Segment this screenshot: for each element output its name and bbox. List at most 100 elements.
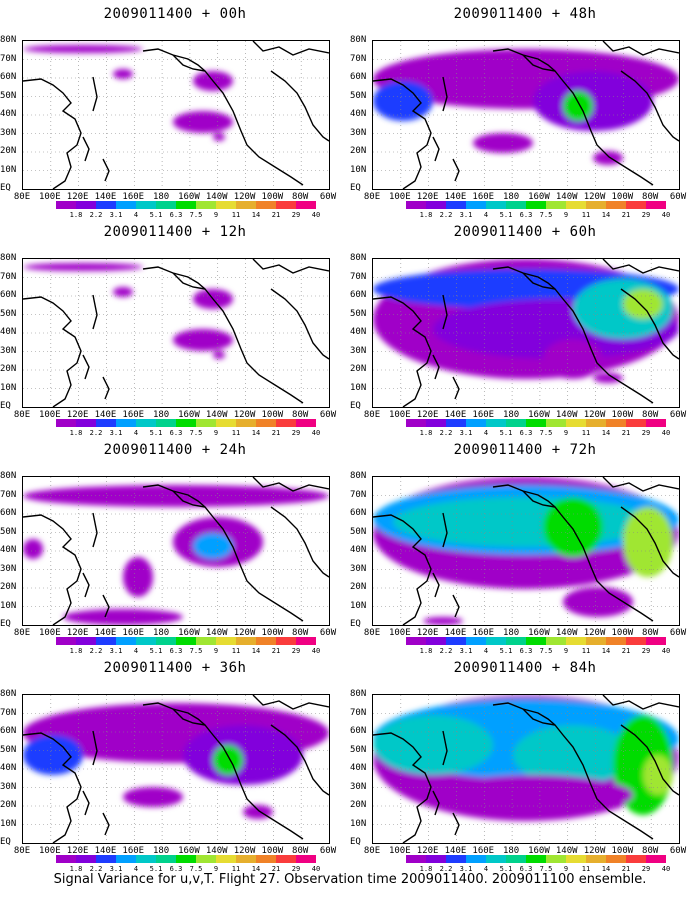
graticule	[23, 259, 329, 407]
map-plot	[22, 40, 330, 190]
shading-blob	[623, 289, 663, 319]
colorbar-label: 9	[213, 211, 219, 219]
longitude-label: 120W	[583, 192, 606, 202]
colorbar-swatch	[506, 419, 526, 427]
longitude-label: 160E	[472, 628, 495, 638]
longitude-label: 140E	[444, 628, 467, 638]
colorbar-label: 11	[581, 211, 591, 219]
latitude-label: 70N	[0, 271, 17, 282]
latitude-label: 70N	[350, 707, 367, 718]
colorbar-swatch	[176, 201, 196, 209]
colorbar-swatch	[406, 201, 426, 209]
longitude-label: 80W	[642, 628, 659, 638]
colorbar-label: 7.5	[539, 211, 553, 219]
colorbar-swatch	[196, 855, 216, 863]
latitude-label: 70N	[350, 53, 367, 64]
longitude-label: 140E	[94, 846, 117, 856]
map-plot	[22, 476, 330, 626]
colorbar-label: 21	[621, 865, 631, 873]
shading-blob	[213, 133, 225, 141]
coastline	[172, 54, 206, 72]
latitude-label: EQ	[0, 837, 11, 847]
longitude-label: 140E	[94, 410, 117, 420]
longitude-label: 100W	[261, 410, 284, 420]
longitude-label: 140E	[444, 410, 467, 420]
latitude-label: 20N	[350, 582, 367, 592]
graticule	[373, 259, 679, 407]
latitude-label: 30N	[0, 563, 17, 574]
latitude-label: 20N	[350, 146, 367, 156]
shading-blob	[393, 497, 653, 547]
coastline	[82, 136, 90, 162]
coastline	[373, 514, 432, 625]
latitude-label: 50N	[350, 308, 367, 319]
coastline	[432, 790, 440, 816]
coastline	[270, 288, 329, 360]
latitude-label: 80N	[350, 35, 367, 45]
colorbar-label: 5.1	[149, 429, 163, 437]
coastline	[142, 266, 304, 404]
colorbar-label: 14	[251, 647, 261, 655]
longitude-label: 120W	[233, 846, 256, 856]
panel-title: 2009011400 + 84h	[453, 660, 597, 676]
map-panel: 2009011400 + 60h 80N 70N 60N 50N 40N 30N 20N 10N…	[350, 218, 700, 437]
colorbar-swatch	[156, 201, 176, 209]
coastline	[373, 296, 432, 407]
shading-blob	[123, 787, 183, 807]
latitude-label: 20N	[0, 582, 17, 592]
colorbar-label: 1.8	[69, 429, 83, 437]
latitude-label: 80N	[350, 253, 367, 263]
colorbar-swatch	[626, 419, 646, 427]
colorbar-label: 11	[231, 647, 241, 655]
shading-blob	[23, 263, 143, 271]
colorbar-label: 29	[641, 211, 651, 219]
shading-blob	[543, 339, 603, 379]
longitude-label: 120E	[66, 628, 89, 638]
latitude-label: 40N	[0, 327, 17, 337]
colorbar-swatch	[546, 419, 566, 427]
latitude-label: 30N	[0, 127, 17, 138]
colorbar-swatch	[96, 419, 116, 427]
colorbar-swatch	[236, 419, 256, 427]
latitude-label: 20N	[0, 146, 17, 156]
colorbar-label: 5.1	[149, 647, 163, 655]
coastline	[82, 790, 90, 816]
colorbar-swatch	[426, 637, 446, 645]
shading-blob	[373, 715, 493, 775]
shading-blob	[373, 81, 433, 121]
longitude-label: 140W	[205, 192, 228, 202]
longitude-label: 180	[152, 192, 170, 202]
coastline	[620, 70, 679, 142]
colorbar-swatch	[76, 855, 96, 863]
shading-blob	[23, 735, 83, 775]
longitude-label: 140W	[555, 192, 578, 202]
colorbar-label: 14	[251, 429, 261, 437]
coastline	[82, 354, 90, 380]
map-canvas	[23, 259, 329, 407]
variance-shading	[373, 259, 679, 383]
colorbar-swatch	[626, 855, 646, 863]
colorbar-label: 2.2	[89, 865, 103, 873]
longitude-label: 100E	[388, 628, 411, 638]
longitude-label: 60W	[319, 410, 337, 420]
colorbar-label: 4	[483, 429, 489, 437]
latitude-label: 50N	[0, 308, 17, 319]
latitude-label: 40N	[350, 763, 367, 773]
latitude-label: 10N	[0, 600, 17, 611]
shading-blob	[113, 287, 133, 297]
colorbar-label: 2.2	[439, 429, 453, 437]
colorbar-label: 2.2	[89, 647, 103, 655]
coastline	[432, 572, 440, 598]
longitude-label: 80W	[292, 628, 309, 638]
panel-title: 2009011400 + 60h	[453, 224, 597, 240]
colorbar-swatch	[176, 419, 196, 427]
colorbar-swatch	[406, 637, 426, 645]
colorbar-label: 11	[231, 211, 241, 219]
longitude-label: 100E	[38, 410, 61, 420]
coastline	[452, 812, 460, 836]
colorbar-label: 14	[601, 647, 611, 655]
coastline	[92, 512, 98, 548]
longitude-label: 180	[152, 628, 170, 638]
coastline	[602, 41, 679, 56]
colorbar-swatch	[486, 855, 506, 863]
